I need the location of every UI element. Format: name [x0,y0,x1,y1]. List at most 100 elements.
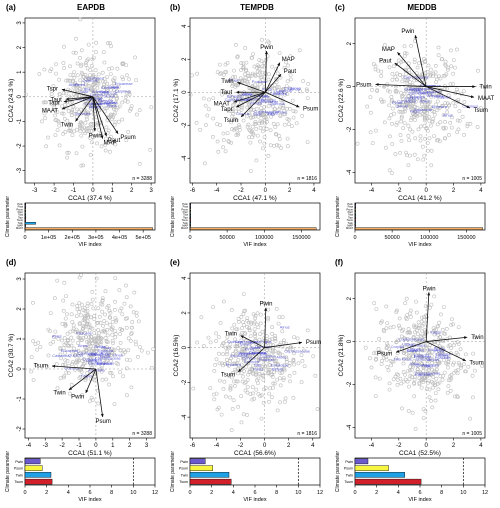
sample-point [53,113,57,118]
sample-point [394,90,399,95]
sample-point [83,315,87,320]
sample-point [231,371,235,375]
sample-point [389,363,394,368]
sample-point [415,74,420,79]
sample-point [406,355,411,360]
sample-point [387,47,392,51]
species-label: Ephedra [435,351,451,356]
sample-point [84,103,89,107]
arrowhead-Twin [472,85,476,89]
sample-point [391,111,396,116]
species-label: Abies [420,99,430,104]
species-label: Poaceae [259,357,276,362]
sample-point [239,371,244,376]
species-label: Castanea [249,350,267,355]
sample-point [457,362,462,367]
sample-point [113,299,118,304]
species-label: Tilia [268,112,276,117]
sample-point [266,315,271,320]
sample-point [79,62,84,67]
species-label: Castanea [407,348,425,353]
sample-point [254,378,259,383]
category-label-Tsum: Tsum [17,218,23,222]
species-label: Artemisia [92,89,109,94]
sample-point [48,311,53,316]
arrow-Paut [265,73,282,93]
scatter-plot-f: CastaneaQuercusEphedraCupressaceaeEricac… [338,272,486,457]
sample-point [387,387,392,392]
sample-point [102,76,107,81]
sample-point [221,363,225,368]
sample-point [468,416,473,421]
sample-point [48,329,52,334]
sample-point [108,315,113,320]
sample-point [229,375,234,380]
y-axis-label: Climate parameter [335,451,341,492]
sample-point [214,357,219,362]
sample-point [120,61,125,66]
vif-bar-Pwin [189,458,206,465]
sample-point [228,342,233,347]
arrow-Psum [95,368,104,418]
sample-point [108,310,113,315]
sample-point [376,346,381,351]
sample-point [287,86,292,91]
arrow-label-Pwin: Pwin [423,286,436,292]
sample-point [274,306,279,311]
species-label: Ephedra [432,104,448,109]
sample-point [449,376,454,381]
sample-point [262,74,267,79]
x-tick-label: 6 [88,490,91,496]
sample-point [61,308,66,313]
sample-point [118,340,123,345]
species-label: Ericaceae [97,360,116,365]
sample-point [124,90,129,95]
sample-point [194,120,199,125]
sample-point [103,142,108,147]
axis-ticks: -4 -2 0 2 4-4-202 [347,41,483,194]
sample-point [75,61,80,66]
sample-point [217,378,222,383]
sample-point [405,369,410,374]
sample-point [75,107,80,112]
sample-point [445,106,449,110]
sample-point [90,338,95,343]
species-label: Fagus [81,373,92,378]
sample-point [221,352,226,357]
species-label: Picea [257,351,268,356]
sample-point [93,68,98,73]
sample-point [258,70,263,75]
sample-point [284,341,289,346]
sample-point [122,301,127,306]
y-tick-label: 2 [347,296,353,300]
x-tick-label: 2 [452,443,456,449]
sample-point [248,128,252,133]
sample-point [368,130,373,135]
arrowhead-Psum [298,341,302,345]
sample-point [425,361,430,366]
species-label: Ericaceae [230,353,249,358]
sample-point [74,36,78,41]
sample-point [264,339,269,344]
sample-point [64,91,69,96]
sample-point [284,84,289,89]
sample-point [61,346,66,351]
sample-point [473,335,478,340]
sample-point [66,150,71,155]
sample-point [55,110,60,114]
sample-point [438,76,443,81]
sample-point [124,295,129,300]
sample-point [102,60,107,65]
x-tick-label: 10 [295,490,301,496]
sample-point [403,372,407,377]
sample-point [96,335,101,340]
sample-point [299,353,304,358]
sample-point [408,364,413,369]
sample-point [480,364,485,368]
y-tick-label: -4 [182,414,188,420]
sample-point [258,332,263,337]
sample-point [70,362,75,366]
sample-point [109,346,114,351]
sample-point [95,86,100,90]
x-tick-label: 3 [149,188,153,194]
